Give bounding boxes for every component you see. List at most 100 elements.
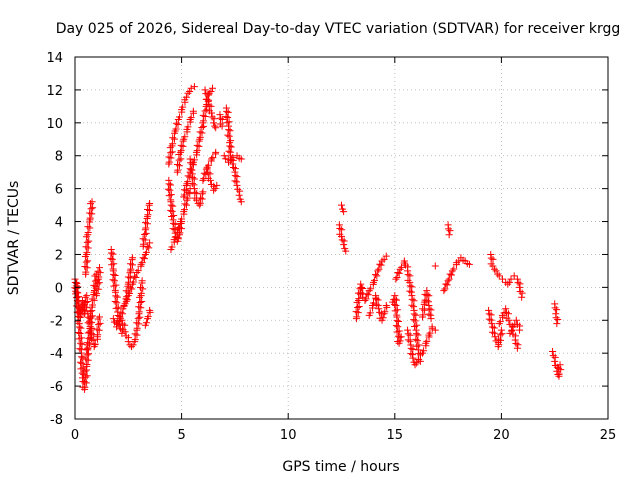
data-point	[94, 331, 102, 339]
data-point	[196, 128, 204, 136]
x-tick-label: 5	[177, 428, 185, 443]
data-point	[196, 135, 204, 143]
data-point	[165, 180, 173, 188]
data-point	[168, 148, 176, 156]
data-point	[83, 372, 91, 380]
data-point	[355, 302, 363, 310]
data-point	[488, 320, 496, 328]
data-point	[398, 263, 406, 271]
data-point	[425, 310, 433, 318]
data-point	[371, 276, 379, 284]
data-point	[187, 159, 195, 167]
data-point	[494, 270, 502, 278]
y-tick-label: 14	[46, 51, 63, 66]
data-point	[180, 193, 188, 201]
data-point	[81, 263, 89, 271]
data-point	[81, 293, 89, 301]
data-point	[408, 295, 416, 303]
data-point	[235, 191, 243, 199]
data-point	[209, 84, 217, 92]
data-point	[407, 350, 415, 358]
data-point	[498, 275, 506, 283]
y-tick-label: -6	[50, 380, 63, 395]
data-point	[169, 134, 177, 142]
data-point	[169, 140, 177, 148]
data-point	[83, 298, 91, 306]
data-point	[77, 358, 85, 366]
data-point	[80, 378, 88, 386]
data-point	[423, 337, 431, 345]
data-point	[556, 361, 564, 369]
data-point	[335, 221, 343, 229]
data-point	[91, 340, 99, 348]
data-point	[127, 343, 135, 351]
data-point	[404, 326, 412, 334]
data-point	[82, 373, 90, 381]
data-point	[353, 298, 361, 306]
data-point	[138, 259, 146, 267]
data-point	[146, 306, 154, 314]
data-point	[81, 367, 89, 375]
data-point	[551, 304, 559, 312]
data-point	[505, 278, 513, 286]
data-point	[112, 304, 120, 312]
data-point	[134, 267, 142, 275]
data-point	[208, 113, 216, 121]
data-point	[382, 301, 390, 309]
data-point	[427, 315, 435, 323]
data-point	[237, 155, 245, 163]
data-point	[179, 137, 187, 145]
data-point	[224, 108, 232, 116]
data-point	[96, 319, 104, 327]
data-point	[82, 243, 90, 251]
data-point	[212, 124, 220, 132]
data-point	[199, 188, 207, 196]
data-point	[498, 330, 506, 338]
data-point	[128, 285, 136, 293]
data-point	[338, 226, 346, 234]
data-point	[121, 321, 129, 329]
data-point	[491, 333, 499, 341]
data-point	[177, 155, 185, 163]
data-point	[225, 147, 233, 155]
data-point	[553, 320, 561, 328]
data-point	[410, 316, 418, 324]
data-point	[425, 292, 433, 300]
data-point	[209, 154, 217, 162]
data-point	[81, 383, 89, 391]
data-point	[340, 208, 348, 216]
data-point	[143, 315, 151, 323]
data-point	[146, 199, 154, 207]
data-point	[125, 290, 133, 298]
data-point	[74, 318, 82, 326]
data-point	[198, 124, 206, 132]
data-point	[135, 303, 143, 311]
data-point	[227, 143, 235, 151]
data-point	[144, 313, 152, 321]
data-point	[372, 292, 380, 300]
data-point	[83, 248, 91, 256]
data-point	[112, 292, 120, 300]
data-point	[96, 264, 104, 272]
data-point	[204, 97, 212, 105]
data-point	[201, 86, 209, 94]
data-point	[88, 198, 96, 206]
data-point	[502, 305, 510, 313]
axis-ticks	[74, 56, 609, 420]
data-point	[393, 296, 401, 304]
data-point	[196, 194, 204, 202]
data-point	[172, 119, 180, 127]
data-point	[138, 298, 146, 306]
data-point	[123, 296, 131, 304]
data-point	[86, 214, 94, 222]
data-point	[174, 161, 182, 169]
data-point	[184, 172, 192, 180]
data-point	[512, 340, 520, 348]
data-point	[397, 333, 405, 341]
data-point	[108, 255, 116, 263]
data-point	[226, 142, 234, 150]
data-point	[410, 310, 418, 318]
data-point	[445, 231, 453, 239]
data-point	[554, 315, 562, 323]
data-point	[406, 337, 414, 345]
